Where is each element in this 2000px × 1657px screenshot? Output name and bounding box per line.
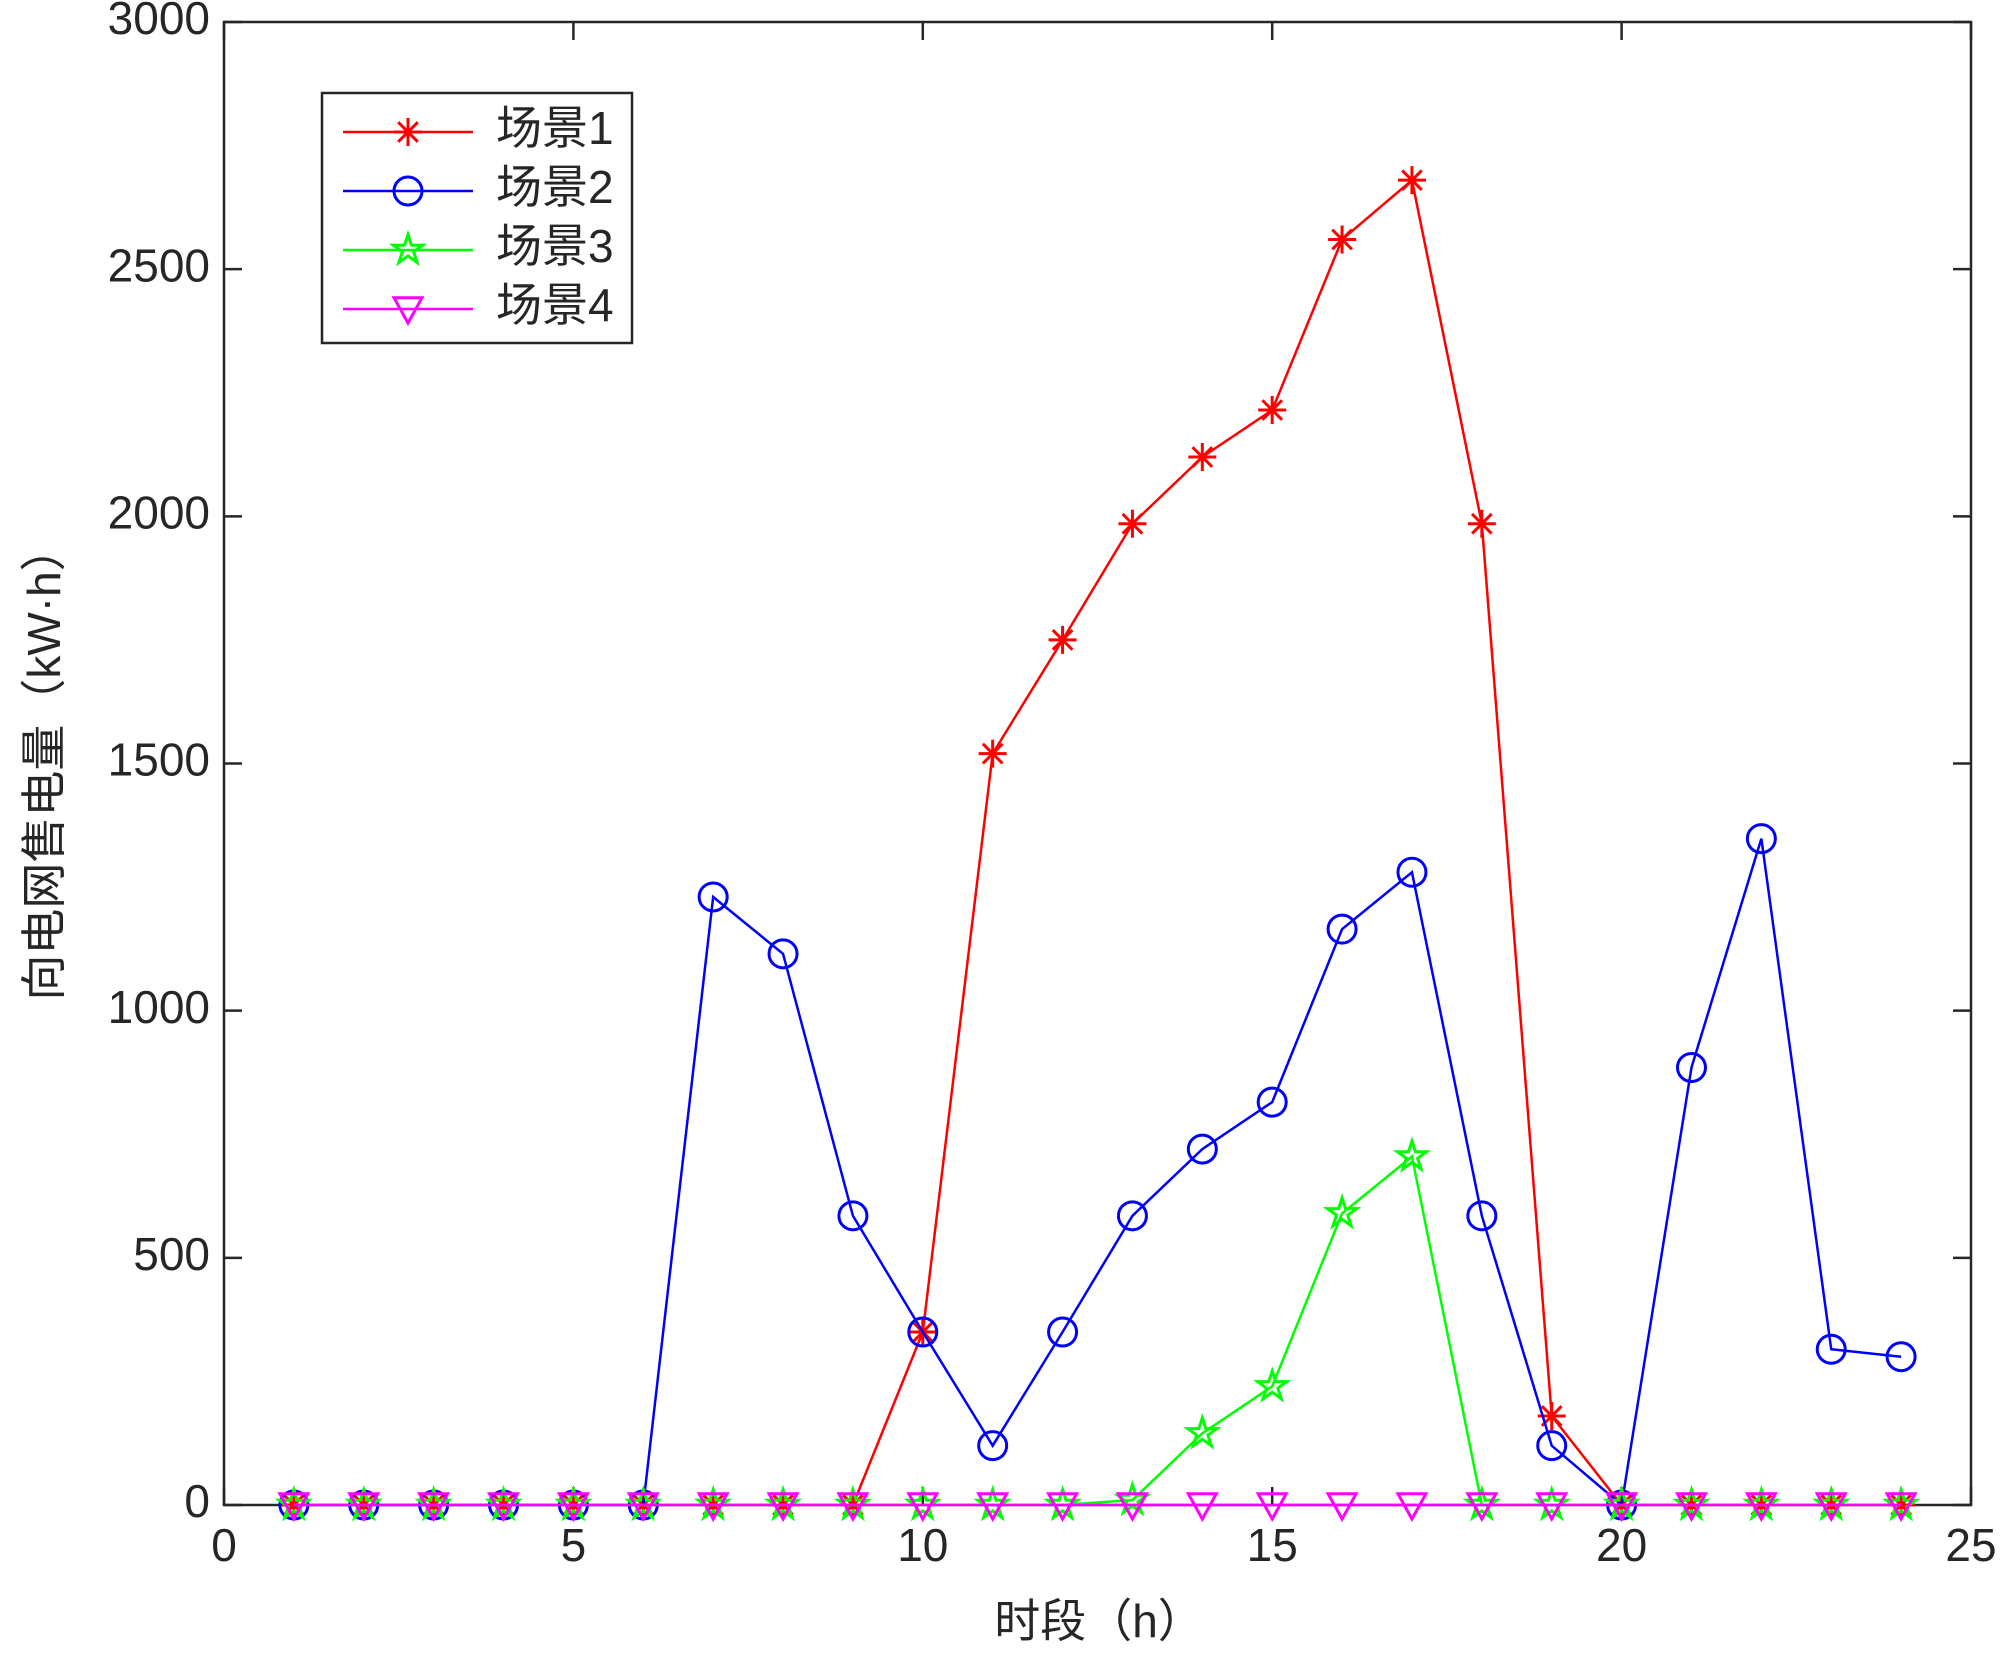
x-tick-label: 0 bbox=[211, 1519, 237, 1571]
marker bbox=[1186, 1133, 1218, 1165]
legend-label: 场景3 bbox=[496, 220, 614, 272]
marker bbox=[767, 938, 799, 970]
legend-label: 场景1 bbox=[496, 102, 614, 154]
legend-label: 场景4 bbox=[496, 279, 614, 331]
y-tick-label: 2500 bbox=[108, 239, 210, 291]
y-tick-label: 500 bbox=[133, 1228, 210, 1280]
marker bbox=[1885, 1341, 1917, 1373]
marker bbox=[1328, 225, 1357, 254]
marker bbox=[836, 1492, 870, 1523]
y-tick-label: 1000 bbox=[108, 981, 210, 1033]
marker bbox=[1675, 1052, 1707, 1084]
marker bbox=[1185, 1492, 1219, 1523]
marker bbox=[391, 296, 425, 327]
marker bbox=[556, 1492, 590, 1523]
marker bbox=[277, 1492, 311, 1523]
marker bbox=[388, 229, 428, 267]
legend-label: 场景2 bbox=[496, 161, 614, 213]
marker bbox=[1674, 1492, 1709, 1523]
marker bbox=[697, 881, 729, 913]
marker bbox=[392, 175, 424, 207]
marker bbox=[1535, 1492, 1569, 1523]
marker bbox=[1255, 1492, 1289, 1523]
marker bbox=[394, 118, 422, 146]
marker bbox=[696, 1492, 730, 1523]
y-tick-label: 2000 bbox=[108, 486, 210, 538]
marker bbox=[907, 1316, 939, 1348]
x-tick-label: 10 bbox=[897, 1519, 948, 1571]
marker bbox=[1605, 1492, 1639, 1523]
marker bbox=[1258, 396, 1287, 425]
marker bbox=[1326, 913, 1358, 945]
marker bbox=[347, 1492, 381, 1523]
x-tick-label: 5 bbox=[561, 1519, 587, 1571]
marker bbox=[1467, 509, 1496, 538]
legend-box bbox=[320, 91, 634, 345]
marker bbox=[1048, 625, 1077, 654]
y-tick-label: 1500 bbox=[108, 734, 210, 786]
y-tick-label: 0 bbox=[184, 1475, 210, 1527]
marker bbox=[1537, 1402, 1566, 1431]
marker bbox=[766, 1492, 800, 1523]
marker bbox=[1256, 1086, 1288, 1118]
marker bbox=[1118, 509, 1147, 538]
marker bbox=[1465, 1492, 1499, 1523]
x-tick-label: 15 bbox=[1247, 1519, 1298, 1571]
marker bbox=[1884, 1492, 1918, 1523]
marker bbox=[1814, 1492, 1848, 1523]
marker bbox=[1466, 1200, 1498, 1232]
marker bbox=[417, 1492, 451, 1523]
marker bbox=[626, 1492, 660, 1523]
x-tick-label: 20 bbox=[1596, 1519, 1647, 1571]
y-axis-label: 向电网售电量（kW·h） bbox=[18, 525, 70, 1000]
y-tick-label: 3000 bbox=[108, 0, 210, 44]
legend: 场景1 场景2 场景3 场景4 bbox=[320, 91, 634, 345]
marker bbox=[1745, 823, 1777, 855]
marker bbox=[1815, 1333, 1847, 1365]
marker bbox=[1744, 1492, 1778, 1523]
marker bbox=[1047, 1316, 1079, 1348]
marker bbox=[976, 1492, 1010, 1523]
marker bbox=[906, 1492, 940, 1523]
marker bbox=[1116, 1200, 1148, 1232]
marker bbox=[486, 1492, 521, 1523]
x-tick-label: 25 bbox=[1945, 1519, 1996, 1571]
marker bbox=[837, 1200, 869, 1232]
marker bbox=[1325, 1492, 1359, 1523]
marker bbox=[1396, 856, 1428, 888]
marker bbox=[1322, 1193, 1362, 1230]
marker bbox=[1183, 1413, 1222, 1450]
marker bbox=[1046, 1492, 1080, 1523]
marker bbox=[1395, 1492, 1429, 1523]
marker bbox=[1392, 1136, 1432, 1173]
marker bbox=[1397, 166, 1426, 195]
marker bbox=[978, 739, 1007, 768]
marker bbox=[1188, 443, 1217, 472]
marker bbox=[1253, 1366, 1292, 1403]
marker bbox=[1115, 1492, 1149, 1523]
marker bbox=[977, 1430, 1009, 1462]
x-axis-label: 时段（h） bbox=[994, 1595, 1204, 1647]
marker bbox=[1536, 1430, 1568, 1462]
